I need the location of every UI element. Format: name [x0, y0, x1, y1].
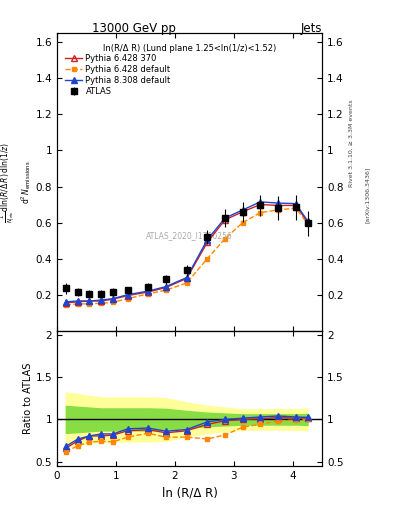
Pythia 6.428 default: [75, 301, 80, 307]
Pythia 8.308 default: [163, 284, 168, 290]
Pythia 8.308 default: [87, 298, 92, 304]
Text: Rivet 3.1.10, ≥ 3.3M events: Rivet 3.1.10, ≥ 3.3M events: [349, 99, 354, 187]
Pythia 8.308 default: [184, 274, 189, 281]
Pythia 8.308 default: [99, 297, 104, 303]
Pythia 6.428 370: [163, 284, 168, 290]
Pythia 6.428 370: [75, 299, 80, 305]
Pythia 6.428 370: [64, 300, 68, 306]
Pythia 6.428 default: [146, 291, 151, 297]
Pythia 6.428 default: [99, 300, 104, 306]
Pythia 6.428 default: [293, 205, 298, 211]
Line: Pythia 6.428 370: Pythia 6.428 370: [63, 202, 310, 306]
Pythia 8.308 default: [275, 200, 280, 206]
Text: ATLAS_2020_I1790256: ATLAS_2020_I1790256: [146, 231, 233, 240]
Pythia 8.308 default: [125, 292, 130, 298]
Y-axis label: Ratio to ATLAS: Ratio to ATLAS: [23, 362, 33, 434]
Pythia 6.428 370: [99, 298, 104, 304]
Y-axis label: $\frac{1}{N_\mathrm{jets}}\mathrm{d}\ln(R/\Delta\,R)\,\mathrm{d}\ln(1/z)$
$\math: $\frac{1}{N_\mathrm{jets}}\mathrm{d}\ln(…: [0, 141, 33, 223]
Pythia 6.428 default: [240, 220, 245, 226]
Pythia 6.428 default: [205, 255, 209, 262]
Pythia 6.428 370: [205, 239, 209, 245]
Pythia 6.428 default: [111, 299, 116, 305]
Pythia 6.428 370: [184, 275, 189, 282]
Pythia 6.428 370: [293, 202, 298, 208]
Pythia 6.428 370: [258, 201, 263, 207]
Pythia 6.428 default: [163, 287, 168, 293]
Line: Pythia 8.308 default: Pythia 8.308 default: [63, 199, 310, 305]
Text: 13000 GeV pp: 13000 GeV pp: [92, 22, 176, 35]
Legend: Pythia 6.428 370, Pythia 6.428 default, Pythia 8.308 default, ATLAS: Pythia 6.428 370, Pythia 6.428 default, …: [64, 52, 173, 98]
Text: Jets: Jets: [301, 22, 322, 35]
Pythia 6.428 370: [146, 289, 151, 295]
Text: ln(R/Δ R) (Lund plane 1.25<ln(1/z)<1.52): ln(R/Δ R) (Lund plane 1.25<ln(1/z)<1.52): [103, 44, 276, 53]
Pythia 8.308 default: [258, 199, 263, 205]
Pythia 6.428 default: [87, 301, 92, 307]
X-axis label: ln (R/Δ R): ln (R/Δ R): [162, 486, 218, 499]
Pythia 6.428 370: [305, 219, 310, 225]
Pythia 6.428 default: [125, 295, 130, 302]
Pythia 6.428 370: [87, 298, 92, 304]
Line: Pythia 6.428 default: Pythia 6.428 default: [63, 206, 310, 307]
Pythia 8.308 default: [222, 215, 227, 221]
Pythia 6.428 default: [222, 236, 227, 242]
Pythia 8.308 default: [305, 218, 310, 224]
Pythia 8.308 default: [75, 298, 80, 304]
Pythia 6.428 370: [275, 202, 280, 208]
Pythia 6.428 default: [275, 207, 280, 213]
Pythia 6.428 370: [222, 217, 227, 223]
Pythia 6.428 default: [258, 209, 263, 216]
Pythia 8.308 default: [111, 295, 116, 302]
Pythia 8.308 default: [146, 288, 151, 294]
Pythia 6.428 default: [64, 302, 68, 308]
Pythia 8.308 default: [205, 237, 209, 243]
Pythia 6.428 370: [240, 209, 245, 215]
Pythia 8.308 default: [293, 201, 298, 207]
Pythia 6.428 370: [111, 296, 116, 302]
Pythia 6.428 default: [184, 280, 189, 286]
Pythia 6.428 370: [125, 292, 130, 298]
Text: [arXiv:1306.3436]: [arXiv:1306.3436]: [365, 166, 370, 223]
Pythia 8.308 default: [64, 299, 68, 305]
Pythia 8.308 default: [240, 207, 245, 213]
Pythia 6.428 default: [305, 220, 310, 226]
